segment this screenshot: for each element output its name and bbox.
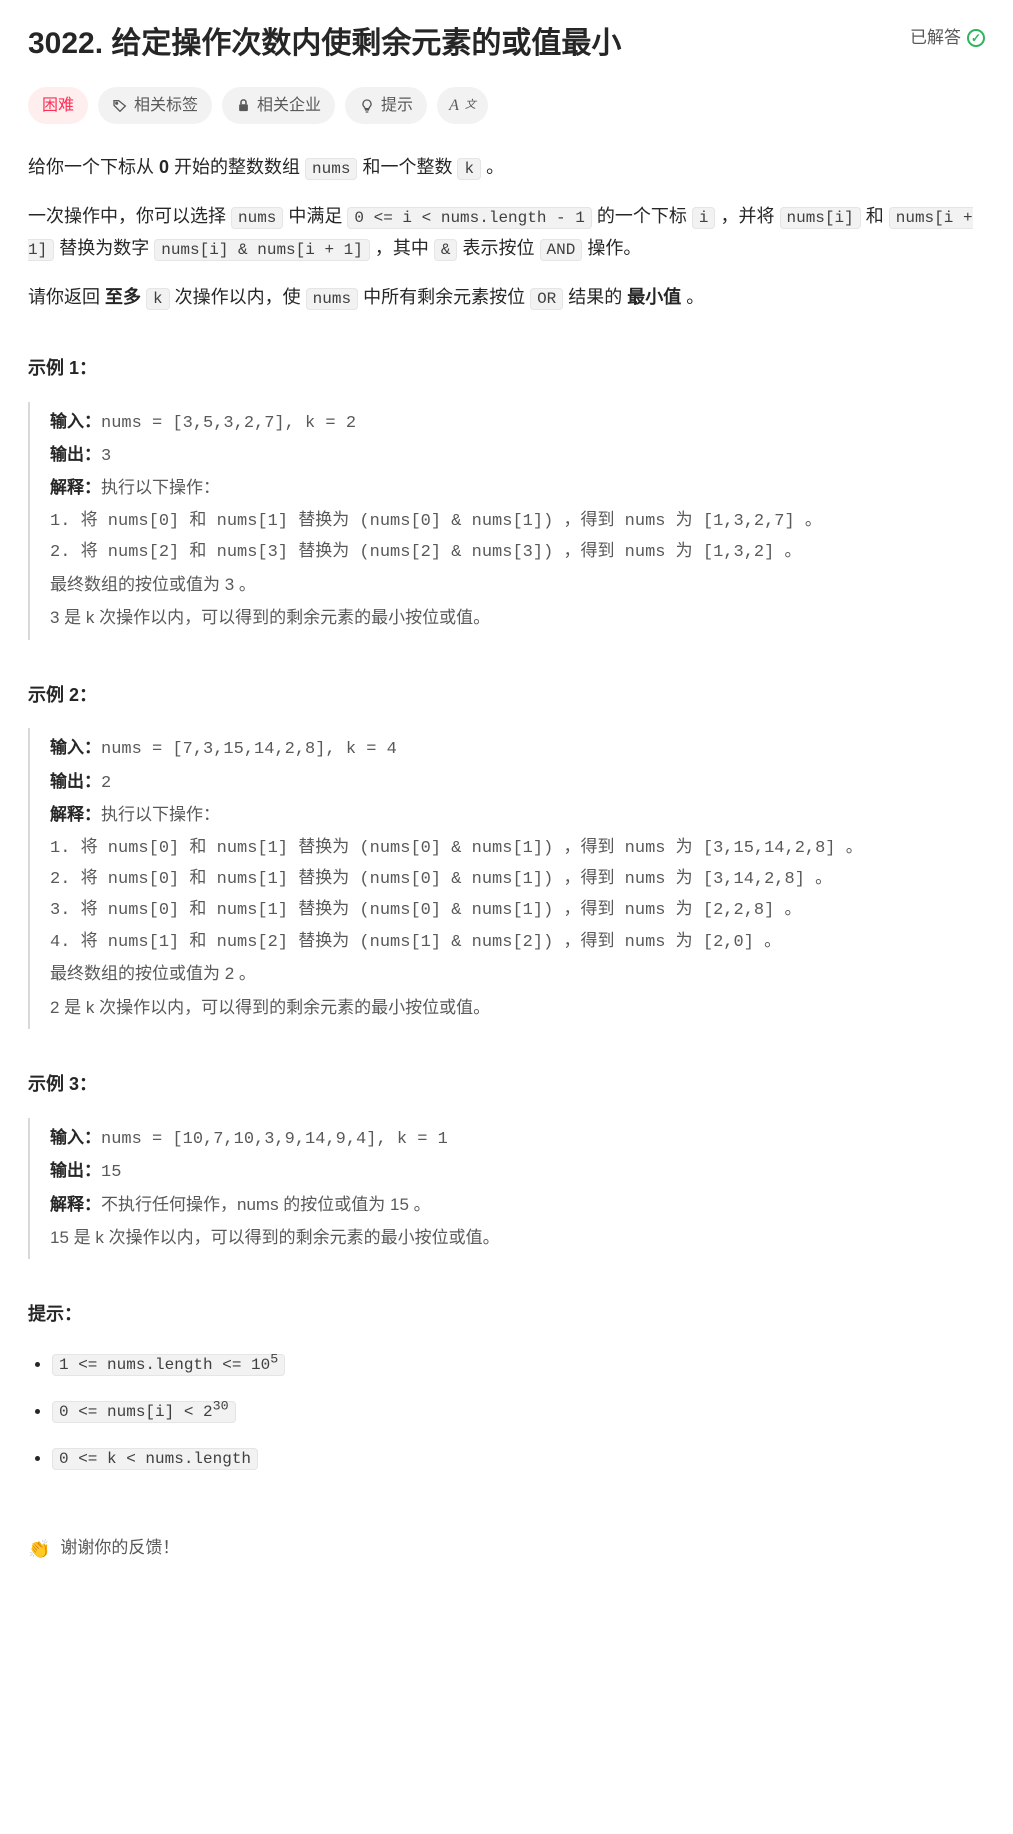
problem-header: 3022. 给定操作次数内使剩余元素的或值最小 已解答 ✓ xyxy=(28,24,985,63)
constraints-heading: 提示： xyxy=(28,1299,985,1330)
lightbulb-icon xyxy=(359,98,375,114)
translate-pill[interactable]: A文 xyxy=(437,87,488,124)
example-3-heading: 示例 3： xyxy=(28,1069,985,1100)
feedback-row: 👏 谢谢你的反馈！ xyxy=(28,1534,985,1565)
description-p2: 一次操作中，你可以选择 nums 中满足 0 <= i < nums.lengt… xyxy=(28,201,985,263)
constraints-list: 1 <= nums.length <= 105 0 <= nums[i] < 2… xyxy=(28,1348,985,1474)
topics-pill[interactable]: 相关标签 xyxy=(98,87,212,124)
difficulty-badge: 困难 xyxy=(28,87,88,124)
tag-icon xyxy=(112,98,128,114)
check-icon: ✓ xyxy=(967,29,985,47)
constraint-item: 0 <= k < nums.length xyxy=(52,1442,985,1473)
solved-status: 已解答 ✓ xyxy=(910,24,985,53)
feedback-text: 谢谢你的反馈！ xyxy=(60,1534,179,1563)
hints-pill[interactable]: 提示 xyxy=(345,87,427,124)
sparkle-icon: 👏 xyxy=(28,1534,50,1565)
constraint-item: 0 <= nums[i] < 230 xyxy=(52,1395,985,1426)
lock-icon xyxy=(236,98,251,113)
constraint-item: 1 <= nums.length <= 105 xyxy=(52,1348,985,1379)
example-2: 输入：nums = [7,3,15,14,2,8], k = 4 输出：2 解释… xyxy=(28,728,985,1029)
problem-title: 3022. 给定操作次数内使剩余元素的或值最小 xyxy=(28,24,621,63)
example-1-heading: 示例 1： xyxy=(28,353,985,384)
description-p1: 给你一个下标从 0 开始的整数数组 nums 和一个整数 k 。 xyxy=(28,152,985,183)
example-2-heading: 示例 2： xyxy=(28,680,985,711)
example-3: 输入：nums = [10,7,10,3,9,14,9,4], k = 1 输出… xyxy=(28,1118,985,1260)
solved-label: 已解答 xyxy=(910,24,961,53)
description-p3: 请你返回 至多 k 次操作以内，使 nums 中所有剩余元素按位 OR 结果的 … xyxy=(28,282,985,313)
tags-row: 困难 相关标签 相关企业 提示 A文 xyxy=(28,87,985,124)
companies-pill[interactable]: 相关企业 xyxy=(222,87,335,124)
example-1: 输入：nums = [3,5,3,2,7], k = 2 输出：3 解释：执行以… xyxy=(28,402,985,640)
